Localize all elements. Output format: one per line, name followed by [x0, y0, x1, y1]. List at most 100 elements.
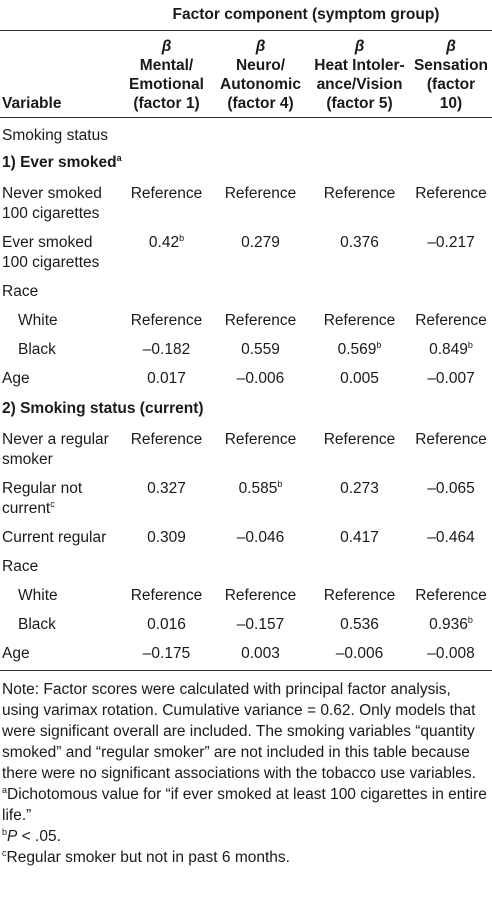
footnote-p-symbol: P — [7, 828, 18, 845]
cell: 0.585b — [212, 474, 309, 523]
cell: 0.559 — [241, 341, 280, 358]
column-header-line: 10) — [439, 95, 463, 112]
column-header-line: (factor 4) — [227, 95, 294, 112]
cell: 0.017 — [147, 370, 186, 387]
cell: –0.006 — [236, 370, 285, 387]
section-row: Smoking status — [0, 118, 492, 153]
model-title-row: 1) Ever smokeda — [0, 152, 492, 179]
table-row: Current regular 0.309 –0.046 0.417 –0.46… — [0, 523, 492, 552]
group-header: Factor component (symptom group) — [0, 0, 492, 31]
footnote-marker: b — [467, 340, 473, 350]
column-header-line: Heat Intoler- — [314, 57, 405, 74]
cell: Reference — [415, 312, 487, 329]
cell: Reference — [224, 431, 297, 448]
row-label: White — [18, 587, 58, 604]
row-label: White — [18, 312, 58, 329]
cell: 0.569b — [309, 335, 410, 364]
column-header-line: Mental/ — [139, 57, 194, 74]
cell: 0.849b — [410, 335, 492, 364]
column-header-factor-4: β Neuro/ Autonomic (factor 4) — [212, 31, 309, 118]
model-1-title: 1) Ever smokeda — [0, 152, 492, 179]
table-row: Black –0.182 0.559 0.569b 0.849b — [0, 335, 492, 364]
cell: 0.273 — [340, 480, 379, 497]
footnote-marker: a — [2, 785, 8, 795]
cell: 0.327 — [147, 480, 186, 497]
beta-symbol: β — [446, 38, 456, 55]
footnote-b: bP < .05. — [2, 826, 490, 847]
section-label: Smoking status — [2, 127, 108, 144]
footnote-marker: b — [179, 233, 185, 243]
column-header-line: Neuro/ — [235, 57, 286, 74]
note-main: Note: Factor scores were calculated with… — [2, 681, 476, 782]
footnote-marker: b — [2, 827, 8, 837]
footnote-text: < .05. — [17, 828, 61, 845]
cell: Reference — [415, 185, 487, 202]
column-header-line: (factor — [426, 76, 476, 93]
cell: Reference — [323, 587, 396, 604]
table-row: White Reference Reference Reference Refe… — [0, 306, 492, 335]
cell: Reference — [323, 431, 396, 448]
footnote-c: cRegular smoker but not in past 6 months… — [2, 847, 490, 868]
regression-table: Factor component (symptom group) Variabl… — [0, 0, 492, 671]
cell: –0.157 — [236, 616, 285, 633]
cell: Reference — [415, 431, 487, 448]
cell: Reference — [224, 312, 297, 329]
footnote-a: aDichotomous value for “if ever smoked a… — [2, 784, 490, 826]
cell-value: 0.585 — [238, 480, 278, 497]
column-header-line: (factor 1) — [133, 95, 200, 112]
cell: Reference — [415, 587, 487, 604]
row-label: Age — [0, 639, 121, 671]
table-row: Race — [0, 552, 492, 581]
table-notes: Note: Factor scores were calculated with… — [0, 671, 490, 868]
footnote-marker: c — [2, 848, 7, 858]
cell-value: 0.569 — [337, 341, 377, 358]
row-label: Never a regular smoker — [2, 431, 109, 468]
row-label: Black — [18, 341, 56, 358]
beta-symbol: β — [354, 38, 365, 55]
cell: Reference — [130, 587, 203, 604]
cell: –0.008 — [410, 639, 492, 671]
table-row: Never smoked 100 cigarettes Reference Re… — [0, 179, 492, 228]
footnote-marker: a — [116, 153, 122, 163]
row-label-text: Regular not current — [2, 480, 83, 517]
row-label: Race — [2, 558, 39, 575]
column-header-line: ance/Vision — [316, 76, 403, 93]
cell-value: 0.849 — [429, 341, 468, 358]
table-row: Black 0.016 –0.157 0.536 0.936b — [0, 610, 492, 639]
cell: 0.003 — [212, 639, 309, 671]
cell: Reference — [323, 185, 396, 202]
cell: Reference — [130, 431, 203, 448]
column-header-row: Variable β Mental/ Emotional (factor 1) … — [0, 31, 492, 118]
cell: –0.175 — [121, 639, 212, 671]
variable-header: Variable — [2, 95, 62, 112]
row-label: Regular not currentc — [0, 474, 121, 523]
column-header-line: Emotional — [129, 76, 204, 93]
beta-symbol: β — [161, 38, 172, 55]
footnote-text: Dichotomous value for “if ever smoked at… — [2, 786, 487, 824]
model-2-title: 2) Smoking status (current) — [2, 400, 204, 417]
footnote-text: Regular smoker but not in past 6 months. — [6, 849, 290, 866]
cell: 0.936b — [410, 610, 492, 639]
beta-symbol: β — [255, 38, 266, 55]
table-row: Age 0.017 –0.006 0.005 –0.007 — [0, 364, 492, 393]
cell: Reference — [130, 312, 203, 329]
table-row: Never a regular smoker Reference Referen… — [0, 425, 492, 474]
row-label: Never smoked 100 cigarettes — [2, 185, 102, 222]
table-row: Age –0.175 0.003 –0.006 –0.008 — [0, 639, 492, 671]
group-header-row: Factor component (symptom group) — [0, 0, 492, 31]
column-header-line: (factor 5) — [326, 95, 393, 112]
row-label: Race — [2, 283, 39, 300]
row-label: Current regular — [2, 529, 107, 546]
table-row: Ever smoked 100 cigarettes 0.42b 0.279 0… — [0, 228, 492, 277]
cell: 0.536 — [340, 616, 379, 633]
cell: Reference — [323, 312, 396, 329]
cell: Reference — [224, 587, 297, 604]
cell: –0.182 — [142, 341, 191, 358]
column-header-line: Sensation — [413, 57, 489, 74]
cell: –0.007 — [427, 370, 475, 387]
cell: 0.016 — [147, 616, 186, 633]
model-title-row: 2) Smoking status (current) — [0, 393, 492, 425]
table-row: Race — [0, 277, 492, 306]
cell: 0.42b — [121, 228, 212, 277]
